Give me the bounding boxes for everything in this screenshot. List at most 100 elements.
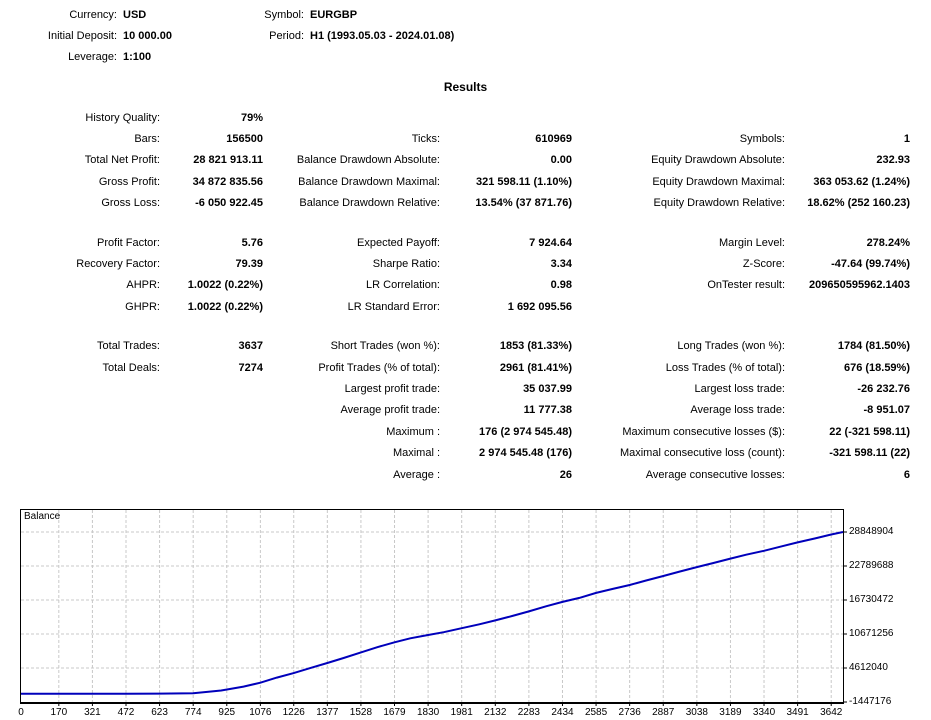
stat-label: Total Trades:	[97, 340, 160, 353]
stat-label: Short Trades (won %):	[330, 340, 440, 353]
stat-value: -8 951.07	[863, 404, 910, 417]
x-axis-tick-label: 170	[50, 707, 68, 718]
x-axis-tick-label: 2132	[484, 707, 507, 718]
stat-label: Gross Profit:	[98, 175, 160, 188]
stat-value: 209650595962.1403	[809, 279, 910, 292]
stat-value: -47.64 (99.74%)	[831, 258, 910, 271]
stat-label: Margin Level:	[718, 236, 785, 249]
x-axis-tick-label: 1981	[450, 707, 473, 718]
header-row: Currency: USD Symbol: EURGBP	[0, 5, 931, 26]
stat-label: Gross Loss:	[101, 197, 160, 210]
x-axis-tick-label: 3189	[719, 707, 742, 718]
stat-label: Largest profit trade:	[344, 382, 440, 395]
stat-value: 5.76	[241, 236, 263, 249]
y-axis-tick-label: 10671256	[849, 628, 894, 639]
x-axis-tick-label: 3340	[752, 707, 776, 718]
stat-value: -321 598.11 (22)	[829, 447, 910, 460]
stat-value: 676 (18.59%)	[843, 361, 910, 374]
stat-value: 11 777.38	[523, 404, 572, 417]
stat-value: 2961 (81.41%)	[499, 361, 572, 374]
stat-value: 176 (2 974 545.48)	[479, 425, 572, 438]
period-label: Period:	[269, 30, 304, 42]
header-row: Initial Deposit: 10 000.00 Period: H1 (1…	[0, 26, 931, 47]
stat-label: LR Standard Error:	[347, 300, 440, 313]
chart-series-label: Balance	[24, 511, 61, 522]
stat-label: Ticks:	[411, 133, 440, 146]
x-axis-tick-label: 2283	[517, 707, 540, 718]
stat-label: OnTester result:	[707, 279, 785, 292]
stat-label: Average :	[393, 468, 440, 481]
stat-label: Profit Factor:	[97, 236, 160, 249]
stat-label: Loss Trades (% of total):	[665, 361, 785, 374]
y-axis-tick-label: 22789688	[849, 560, 894, 571]
stat-value: 1 692 095.56	[507, 300, 572, 313]
stat-value: 321 598.11 (1.10%)	[475, 175, 572, 188]
stat-label: Symbols:	[739, 133, 785, 146]
stat-value: 3637	[238, 340, 263, 353]
balance-line	[21, 531, 844, 695]
symbol-value: EURGBP	[310, 9, 358, 21]
stat-value: 26	[559, 468, 572, 481]
x-axis-tick-label: 1528	[349, 707, 373, 718]
stat-value: 610969	[535, 133, 572, 146]
currency-value: USD	[123, 9, 147, 21]
stat-value: 79%	[240, 111, 263, 124]
stat-value: -26 232.76	[857, 382, 910, 395]
stat-value: 22 (-321 598.11)	[829, 425, 910, 438]
stat-label: Balance Drawdown Relative:	[299, 197, 440, 210]
x-axis-tick-label: 2585	[584, 707, 608, 718]
stat-label: Balance Drawdown Absolute:	[296, 154, 440, 167]
stat-value: 6	[903, 468, 910, 481]
x-axis-tick-label: 3491	[786, 707, 809, 718]
stat-value: 28 821 913.11	[193, 154, 263, 167]
stat-label: Z-Score:	[742, 258, 785, 271]
stat-value: 7274	[238, 361, 263, 374]
stat-value: 2 974 545.48 (176)	[479, 447, 572, 460]
results-title: Results	[443, 80, 488, 94]
stat-label: Maximum :	[386, 425, 440, 438]
balance-chart: Balance 28848904 22789688 16730472 10671256…	[0, 509, 931, 720]
stat-label: Recovery Factor:	[76, 258, 160, 271]
stat-label: GHPR:	[125, 300, 160, 313]
balance-curve-svg	[21, 510, 847, 706]
stats-section: Total Trades: 3637 Short Trades (won %): 18…	[0, 336, 931, 486]
stat-value: 232.93	[876, 154, 910, 167]
symbol-label: Symbol:	[264, 9, 304, 21]
stat-label: Sharpe Ratio:	[372, 258, 440, 271]
x-axis-tick-label: 2887	[652, 707, 675, 718]
stat-label: Long Trades (won %):	[677, 340, 785, 353]
stat-label: Equity Drawdown Relative:	[653, 197, 785, 210]
y-axis-tick-label: 16730472	[849, 594, 894, 605]
x-axis-tick-label: 1679	[383, 707, 406, 718]
initial-deposit-value: 10 000.00	[123, 30, 172, 42]
x-axis-tick-label: 2434	[551, 707, 574, 718]
x-axis-tick-label: 925	[218, 707, 236, 718]
x-axis-tick-label: 321	[84, 707, 101, 718]
x-axis-tick-label: 1377	[316, 707, 339, 718]
stat-value: 1	[903, 133, 910, 146]
x-axis-tick-label: 2736	[618, 707, 641, 718]
stat-label: Maximal consecutive loss (count):	[619, 447, 785, 460]
stat-value: 13.54% (37 871.76)	[475, 197, 572, 210]
results-stats-grid: History Quality: 79% Bars: 156500 Ticks: 6109…	[0, 107, 931, 485]
stat-value: 156500	[226, 133, 263, 146]
leverage-label: Leverage:	[68, 51, 117, 63]
stat-label: Average profit trade:	[340, 404, 440, 417]
stat-label: Maximal :	[392, 447, 440, 460]
stat-label: AHPR:	[126, 279, 160, 292]
balance-chart-plot: Balance	[20, 509, 847, 706]
stat-value: 1.0022 (0.22%)	[187, 279, 263, 292]
stat-value: 7 924.64	[529, 236, 572, 249]
stat-label: History Quality:	[85, 111, 160, 124]
currency-label: Currency:	[69, 9, 117, 21]
stat-value: 79.39	[235, 258, 263, 271]
stat-label: Total Net Profit:	[84, 154, 160, 167]
stat-label: Equity Drawdown Absolute:	[651, 154, 785, 167]
leverage-value: 1:100	[123, 51, 152, 63]
x-axis-tick-label: 1076	[249, 707, 272, 718]
stat-label: Profit Trades (% of total):	[318, 361, 440, 374]
x-axis-tick-label: 1226	[282, 707, 305, 718]
stat-label: Maximum consecutive losses ($):	[622, 425, 785, 438]
stat-value: 1784 (81.50%)	[837, 340, 910, 353]
x-axis-tick-label: 774	[184, 707, 202, 718]
